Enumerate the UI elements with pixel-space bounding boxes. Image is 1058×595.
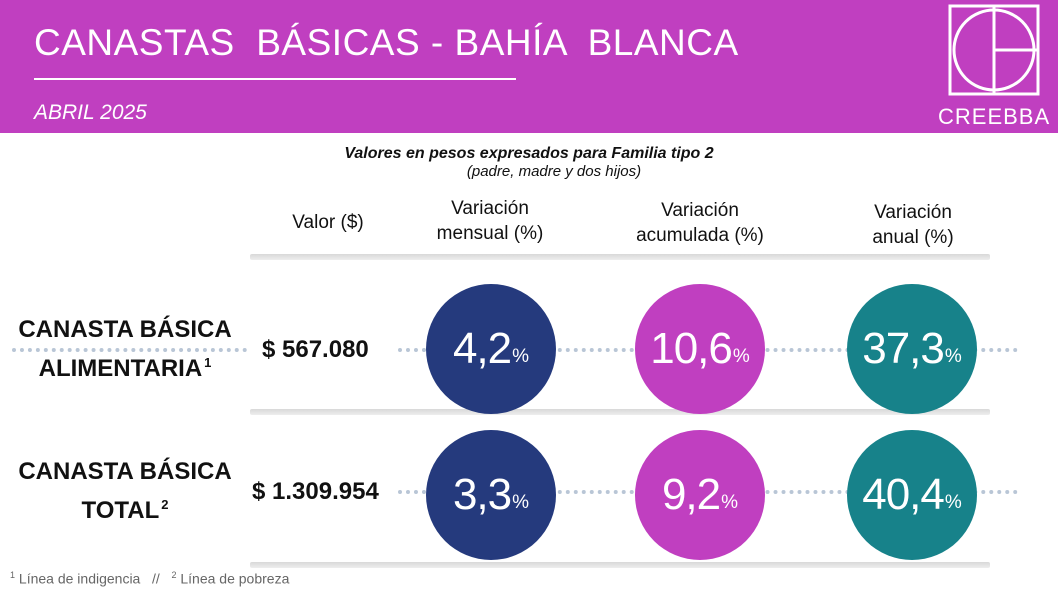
badge-mensual-alimentaria: 4,2% [426, 284, 556, 414]
column-header-acumulada: Variación acumulada (%) [636, 200, 764, 246]
footnote-ref: 2 [161, 497, 169, 512]
value-total: $ 1.309.954 [252, 478, 379, 505]
divider-bottom [250, 562, 990, 568]
row-leader-dots [12, 348, 247, 352]
period-subtitle: ABRIL 2025 [34, 101, 147, 124]
header-banner: CANASTAS BÁSICAS - BAHÍA BLANCA ABRIL 20… [0, 0, 1058, 133]
value-alimentaria: $ 567.080 [262, 336, 369, 363]
badge-acumulada-total: 9,2% [635, 430, 765, 560]
title-underline [34, 78, 516, 80]
family-caption: (padre, madre y dos hijos) [466, 163, 642, 180]
badge-acumulada-alimentaria: 10,6% [635, 284, 765, 414]
footnote-ref: 1 [204, 355, 212, 370]
creebba-logo: CREEBBA [938, 0, 1058, 133]
column-header-mensual: Variación mensual (%) [436, 198, 544, 244]
footnotes: 1 Línea de indigencia // 2 Línea de pobr… [10, 570, 290, 587]
badge-anual-alimentaria: 37,3% [847, 284, 977, 414]
column-header-anual: Variación anual (%) [872, 202, 954, 248]
divider-middle [250, 409, 990, 415]
units-caption: Valores en pesos expresados para Familia… [344, 145, 714, 162]
divider-top [250, 254, 990, 260]
row-label-total: CANASTA BÁSICA TOTAL 2 [18, 458, 232, 524]
badge-mensual-total: 3,3% [426, 430, 556, 560]
creebba-logo-icon [948, 4, 1040, 96]
column-header-valor: Valor ($) [292, 212, 364, 233]
logo-label: CREEBBA [938, 104, 1051, 129]
badge-anual-total: 40,4% [847, 430, 977, 560]
row-label-alimentaria: CANASTA BÁSICA ALIMENTARIA 1 [18, 316, 232, 382]
page-title: CANASTAS BÁSICAS - BAHÍA BLANCA [34, 22, 739, 63]
